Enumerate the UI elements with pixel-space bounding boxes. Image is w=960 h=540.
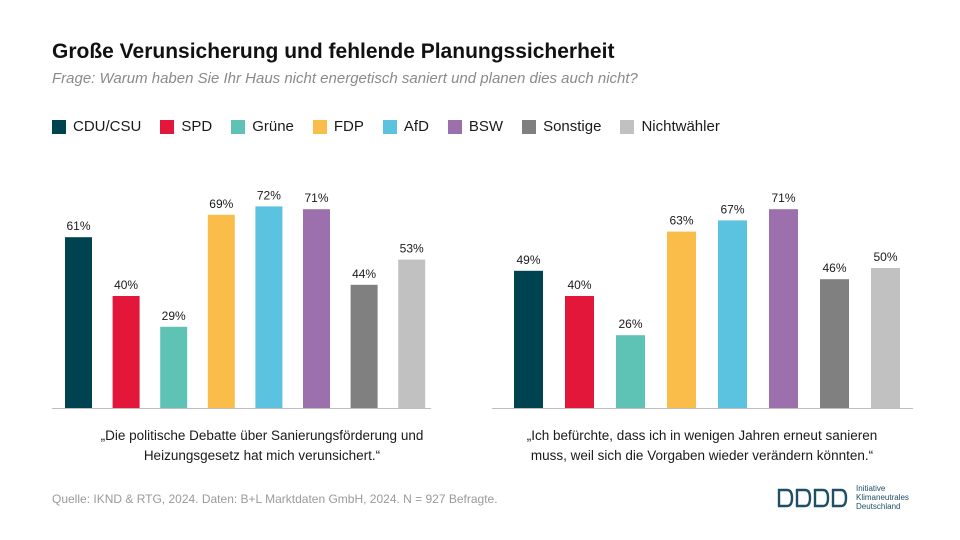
data-label: 72% [257,188,281,202]
chart-right-caption: „Ich befürchte, dass ich in wenigen Jahr… [492,426,912,466]
legend-label: Nichtwähler [641,118,720,135]
legend-swatch [447,119,462,134]
data-label: 67% [720,202,744,216]
logo-text: Initiative Klimaneutrales Deutschland [856,484,909,511]
caption-line: Heizungsgesetz hat mich verunsichert.“ [143,448,381,463]
data-label: 29% [162,309,186,323]
data-label: 49% [516,253,540,267]
chart-left: 61% 40% 29% 69% 72% 71% 44% 53% [52,188,431,409]
bar-cdu-csu [514,270,543,408]
legend-item-bsw: BSW [447,118,504,135]
bar-fdp [207,214,235,408]
legend-item-afd: AfD [382,118,429,135]
bar-sonstige [820,279,849,408]
bar-fdp [667,231,696,408]
bar-spd [112,296,140,408]
data-label: 40% [567,278,591,292]
data-label: 44% [352,267,376,281]
legend-swatch [160,119,175,134]
data-label: 61% [66,219,90,233]
legend-item-gruene: Grüne [231,118,294,135]
data-label: 71% [304,191,328,205]
logo-line: Klimaneutrales [856,493,909,502]
legend: CDU/CSU SPD Grüne FDP AfD BSW Sonstige N… [52,118,739,135]
legend-label: Sonstige [543,118,602,135]
legend-label: SPD [181,118,213,135]
chart-left-caption: „Die politische Debatte über Sanierungsf… [52,426,472,466]
caption-line: „Ich befürchte, dass ich in wenigen Jahr… [526,428,878,443]
logo: Initiative Klimaneutrales Deutschland [776,484,909,511]
legend-swatch [52,119,66,134]
caption-line: muss, weil sich die Vorgaben wieder verä… [530,448,874,463]
bar-spd [565,296,594,408]
bar-bsw [769,209,798,408]
data-label: 46% [822,261,846,275]
page-title: Große Verunsicherung und fehlende Planun… [52,40,615,63]
bar-nichtwähler [398,259,426,408]
legend-swatch [620,119,635,134]
bar-nichtwähler [871,268,900,408]
legend-item-spd: SPD [160,118,212,135]
legend-item-fdp: FDP [312,118,364,135]
data-label: 26% [618,317,642,331]
bar-sonstige [350,284,378,408]
legend-swatch [231,119,246,134]
legend-label: FDP [333,118,364,135]
bar-afd [718,220,747,408]
legend-label: AfD [403,118,429,135]
legend-item-nichtwaehler: Nichtwähler [620,118,720,135]
logo-mark-icon [777,488,848,507]
data-label: 50% [873,250,897,264]
page-subtitle: Frage: Warum haben Sie Ihr Haus nicht en… [52,70,638,87]
legend-item-sonstige: Sonstige [522,118,601,135]
data-label: 71% [771,191,795,205]
bar-bsw [303,209,330,408]
legend-label: BSW [468,118,504,135]
logo-line: Deutschland [856,502,901,511]
legend-swatch [382,119,397,134]
data-label: 63% [669,214,693,228]
legend-label: Grüne [252,118,294,135]
data-label: 53% [400,242,424,256]
legend-label: CDU/CSU [73,118,142,135]
legend-item-cdu-csu: CDU/CSU [52,118,141,135]
logo-line: Initiative [856,484,886,493]
bar-afd [255,206,283,408]
chart-right: 49% 40% 26% 63% 67% 71% 46% 50% [492,191,913,409]
data-label: 69% [209,197,233,211]
legend-swatch [312,119,327,134]
source-note: Quelle: IKND & RTG, 2024. Daten: B+L Mar… [52,492,498,506]
bar-cdu-csu [65,237,92,408]
bar-grüne [160,326,188,408]
bar-grüne [616,335,645,408]
legend-swatch [522,119,537,134]
caption-line: „Die politische Debatte über Sanierungsf… [100,428,424,443]
data-label: 40% [114,278,138,292]
